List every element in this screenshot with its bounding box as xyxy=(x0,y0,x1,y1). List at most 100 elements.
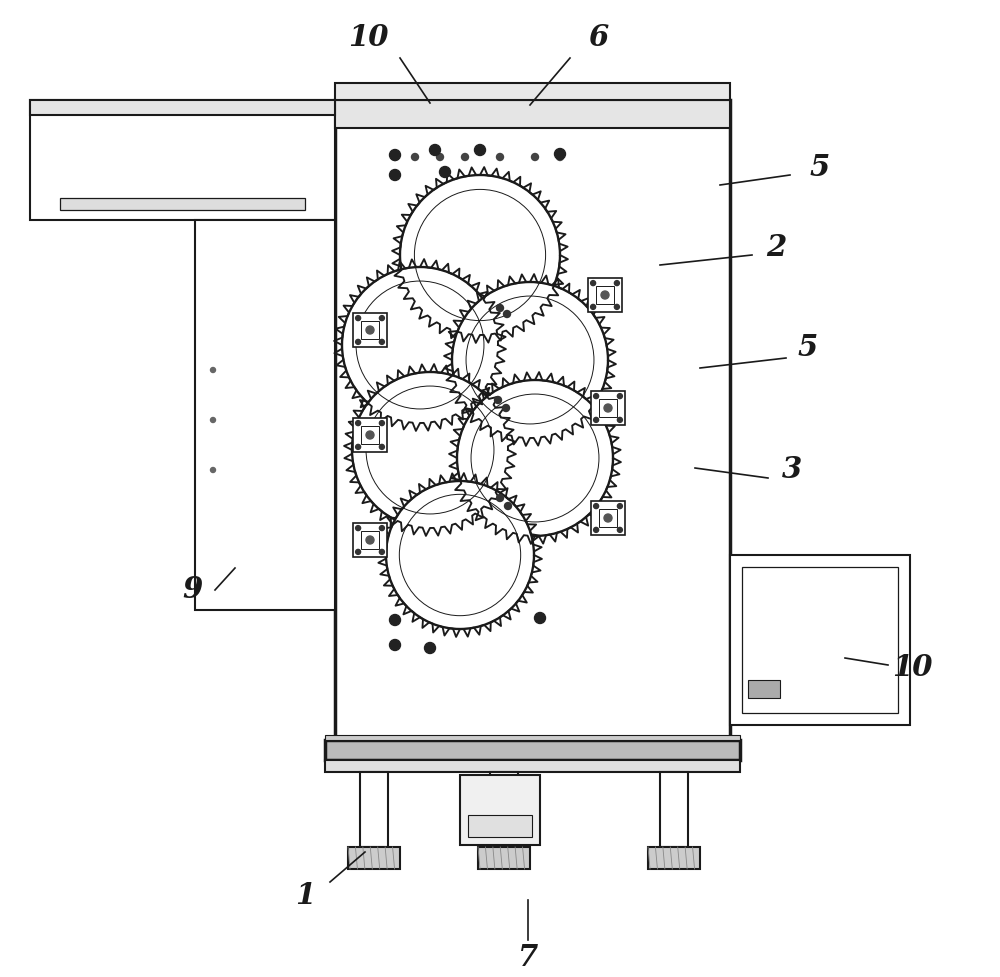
Bar xyxy=(335,100,730,740)
Circle shape xyxy=(436,153,444,160)
Bar xyxy=(325,740,740,760)
Bar xyxy=(361,426,379,445)
Circle shape xyxy=(366,431,374,439)
Text: 7: 7 xyxy=(518,944,538,972)
Circle shape xyxy=(210,367,216,372)
Bar xyxy=(353,313,387,347)
Circle shape xyxy=(532,153,538,160)
Bar xyxy=(360,772,388,847)
Bar xyxy=(361,320,379,339)
Circle shape xyxy=(496,494,504,501)
Bar xyxy=(195,220,335,610)
Circle shape xyxy=(210,417,216,422)
Circle shape xyxy=(356,421,361,426)
Circle shape xyxy=(496,305,504,312)
Circle shape xyxy=(400,175,560,335)
Circle shape xyxy=(342,267,498,423)
Bar xyxy=(748,680,780,698)
Bar xyxy=(325,760,740,772)
Circle shape xyxy=(392,153,398,160)
Circle shape xyxy=(356,339,361,345)
Circle shape xyxy=(379,421,384,426)
Circle shape xyxy=(379,549,384,554)
Bar xyxy=(588,278,622,312)
Circle shape xyxy=(617,394,622,399)
Circle shape xyxy=(440,166,450,178)
Text: 6: 6 xyxy=(588,23,608,53)
Circle shape xyxy=(505,502,512,509)
Circle shape xyxy=(210,468,216,473)
Circle shape xyxy=(496,153,504,160)
Circle shape xyxy=(594,528,599,532)
Circle shape xyxy=(614,305,619,310)
Bar xyxy=(599,509,617,528)
Circle shape xyxy=(614,280,619,285)
Circle shape xyxy=(617,417,622,422)
Text: 1: 1 xyxy=(295,880,315,910)
Bar xyxy=(335,83,730,100)
Circle shape xyxy=(356,549,361,554)
Text: 10: 10 xyxy=(348,23,388,53)
Bar xyxy=(468,815,532,837)
Bar xyxy=(325,735,740,740)
Bar xyxy=(490,772,518,847)
Circle shape xyxy=(504,311,511,318)
Circle shape xyxy=(554,149,566,159)
Circle shape xyxy=(594,394,599,399)
Circle shape xyxy=(594,503,599,509)
Circle shape xyxy=(424,643,436,654)
Text: 3: 3 xyxy=(782,455,802,485)
Bar xyxy=(591,501,625,535)
Circle shape xyxy=(390,169,400,181)
Circle shape xyxy=(366,536,374,544)
Circle shape xyxy=(390,615,400,625)
Circle shape xyxy=(356,526,361,531)
Circle shape xyxy=(494,397,502,404)
Text: 2: 2 xyxy=(766,234,786,263)
Circle shape xyxy=(390,640,400,651)
Bar xyxy=(30,100,335,115)
Circle shape xyxy=(379,445,384,449)
Bar xyxy=(742,567,898,713)
Circle shape xyxy=(594,417,599,422)
Bar xyxy=(730,555,910,725)
Circle shape xyxy=(617,528,622,532)
Circle shape xyxy=(457,380,613,536)
Bar xyxy=(460,775,540,845)
Circle shape xyxy=(366,326,374,334)
Circle shape xyxy=(591,305,596,310)
Circle shape xyxy=(591,280,596,285)
Text: 5: 5 xyxy=(798,333,818,362)
Text: 9: 9 xyxy=(182,575,202,605)
Bar xyxy=(648,847,700,869)
Circle shape xyxy=(386,481,534,629)
Bar xyxy=(353,418,387,452)
Circle shape xyxy=(534,613,546,623)
Circle shape xyxy=(475,145,486,155)
Circle shape xyxy=(379,526,384,531)
Circle shape xyxy=(617,503,622,509)
Circle shape xyxy=(379,316,384,320)
Circle shape xyxy=(356,445,361,449)
Bar xyxy=(353,523,387,557)
Circle shape xyxy=(412,153,418,160)
Bar xyxy=(478,847,530,869)
Circle shape xyxy=(390,149,400,160)
Bar xyxy=(596,285,614,305)
Bar xyxy=(361,531,379,549)
Circle shape xyxy=(452,282,608,438)
Circle shape xyxy=(556,153,564,160)
Text: 5: 5 xyxy=(810,153,830,183)
Circle shape xyxy=(379,339,384,345)
Bar xyxy=(591,391,625,425)
Circle shape xyxy=(430,145,440,155)
Circle shape xyxy=(604,514,612,522)
Bar xyxy=(30,100,335,220)
Bar xyxy=(660,772,688,847)
Circle shape xyxy=(601,291,609,299)
Circle shape xyxy=(604,404,612,412)
Bar xyxy=(60,198,305,210)
Circle shape xyxy=(462,153,468,160)
Bar xyxy=(599,399,617,417)
Circle shape xyxy=(503,404,510,411)
